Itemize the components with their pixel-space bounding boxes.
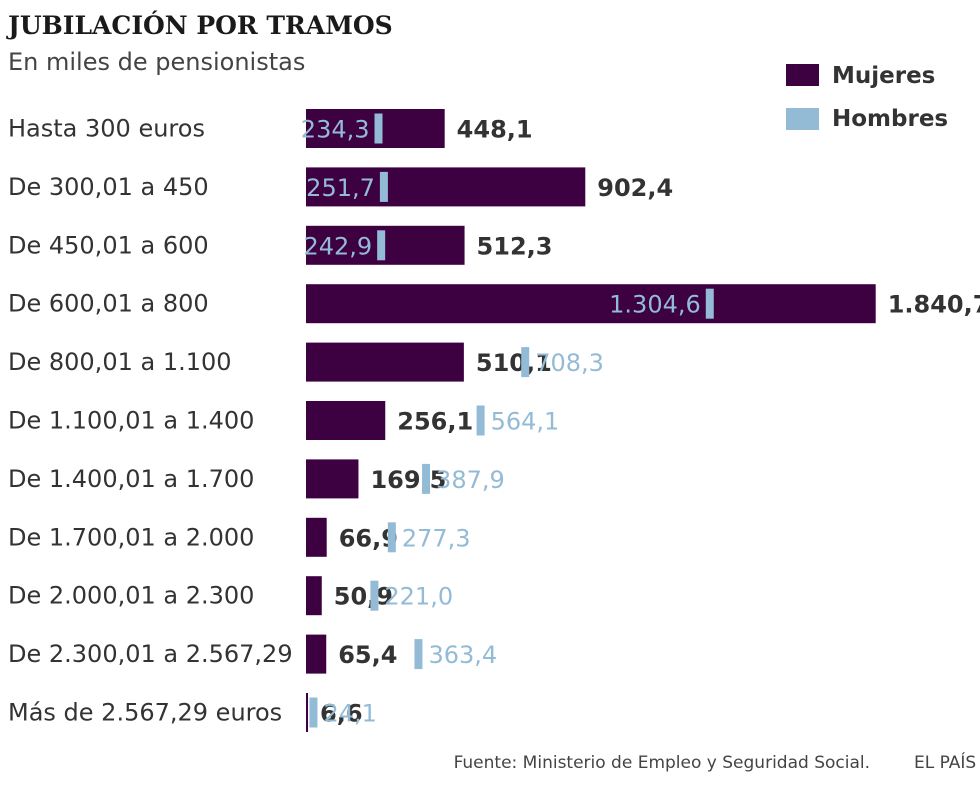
bar-mujeres-de-2-000-01-a-2-300 <box>306 576 322 616</box>
category-label-de-450-01-a-600: De 450,01 a 600 <box>8 231 209 259</box>
legend-swatch-hombres <box>786 108 819 130</box>
category-label-de-2-300-01-a-2-567-29: De 2.300,01 a 2.567,29 <box>8 640 293 668</box>
value-label-mujeres-de-1-100-01-a-1-400: 256,1 <box>397 408 473 436</box>
chart-subtitle: En miles de pensionistas <box>8 48 305 76</box>
bar-mujeres-de-2-300-01-a-2-567-29 <box>306 634 327 674</box>
category-label-de-1-400-01-a-1-700: De 1.400,01 a 1.700 <box>8 465 254 493</box>
value-label-hombres-de-1-700-01-a-2-000: 277,3 <box>402 524 471 552</box>
value-label-mujeres-de-2-000-01-a-2-300: 50,9 <box>334 583 393 611</box>
source-note: Fuente: Ministerio de Empleo y Seguridad… <box>454 753 870 773</box>
value-label-hombres-de-450-01-a-600: 242,9 <box>303 232 372 260</box>
legend-label-mujeres: Mujeres <box>832 63 935 89</box>
category-label-hasta-300-euros: Hasta 300 euros <box>8 115 205 143</box>
value-label-hombres-de-1-400-01-a-1-700: 387,9 <box>436 466 505 494</box>
value-label-mujeres-de-450-01-a-600: 512,3 <box>477 232 553 260</box>
value-label-hombres-de-300-01-a-450: 251,7 <box>306 174 375 202</box>
brand-label: EL PAÍS <box>914 751 976 773</box>
value-label-hombres-de-600-01-a-800: 1.304,6 <box>609 291 701 319</box>
plot-area: Hasta 300 euros 448,1 234,3 De 300,01 a 450… <box>8 109 980 732</box>
value-label-hombres-hasta-300-euros: 234,3 <box>301 116 370 144</box>
chart-title: JUBILACIÓN POR TRAMOS <box>6 11 393 40</box>
marker-hombres-de-600-01-a-800 <box>705 288 714 319</box>
bar-mujeres-de-1-400-01-a-1-700 <box>306 459 359 499</box>
marker-hombres-de-2-000-01-a-2-300 <box>370 580 379 611</box>
category-label-de-800-01-a-1-100: De 800,01 a 1.100 <box>8 348 232 376</box>
bar-mujeres-de-1-700-01-a-2-000 <box>306 517 327 557</box>
bar-mujeres-mas-de-2-567-29-euros <box>306 693 309 732</box>
legend: Mujeres Hombres <box>786 63 948 132</box>
category-label-mas-de-2-567-29-euros: Más de 2.567,29 euros <box>8 699 282 727</box>
value-label-mujeres-de-2-300-01-a-2-567-29: 65,4 <box>338 641 397 669</box>
marker-hombres-de-1-700-01-a-2-000 <box>387 522 396 553</box>
value-label-mujeres-hasta-300-euros: 448,1 <box>457 116 533 144</box>
category-label-de-600-01-a-800: De 600,01 a 800 <box>8 290 209 318</box>
category-label-de-1-100-01-a-1-400: De 1.100,01 a 1.400 <box>8 407 254 435</box>
value-label-mujeres-de-1-400-01-a-1-700: 169,5 <box>370 466 446 494</box>
marker-hombres-de-1-400-01-a-1-700 <box>422 463 431 494</box>
category-label-de-2-000-01-a-2-300: De 2.000,01 a 2.300 <box>8 582 254 610</box>
marker-hombres-hasta-300-euros <box>374 113 383 144</box>
marker-hombres-de-450-01-a-600 <box>377 230 386 261</box>
value-label-hombres-mas-de-2-567-29-euros: 24,1 <box>323 700 376 728</box>
value-label-hombres-de-2-000-01-a-2-300: 221,0 <box>384 583 453 611</box>
marker-hombres-de-2-300-01-a-2-567-29 <box>414 639 423 670</box>
bar-mujeres-de-1-100-01-a-1-400 <box>306 401 386 440</box>
bar-mujeres-de-800-01-a-1-100 <box>306 342 464 382</box>
value-label-mujeres-mas-de-2-567-29-euros: 6,6 <box>320 700 363 728</box>
marker-hombres-mas-de-2-567-29-euros <box>309 697 318 728</box>
category-label-de-1-700-01-a-2-000: De 1.700,01 a 2.000 <box>8 523 254 551</box>
value-label-mujeres-de-300-01-a-450: 902,4 <box>597 174 673 202</box>
value-label-hombres-de-1-100-01-a-1-400: 564,1 <box>491 408 560 436</box>
bar-mujeres-de-600-01-a-800 <box>306 284 876 324</box>
category-label-de-300-01-a-450: De 300,01 a 450 <box>8 173 209 201</box>
marker-hombres-de-800-01-a-1-100 <box>521 347 530 378</box>
legend-label-hombres: Hombres <box>832 106 948 132</box>
legend-swatch-mujeres <box>786 64 819 86</box>
bar-mujeres-de-450-01-a-600 <box>306 225 465 265</box>
bar-mujeres-de-300-01-a-450 <box>306 167 586 207</box>
value-label-hombres-de-800-01-a-1-100: 708,3 <box>535 349 604 377</box>
marker-hombres-de-300-01-a-450 <box>379 171 388 202</box>
marker-hombres-de-1-100-01-a-1-400 <box>476 405 485 436</box>
value-label-mujeres-de-800-01-a-1-100: 510,1 <box>476 349 552 377</box>
value-label-hombres-de-2-300-01-a-2-567-29: 363,4 <box>428 641 497 669</box>
value-label-mujeres-de-600-01-a-800: 1.840,7 <box>888 291 980 319</box>
